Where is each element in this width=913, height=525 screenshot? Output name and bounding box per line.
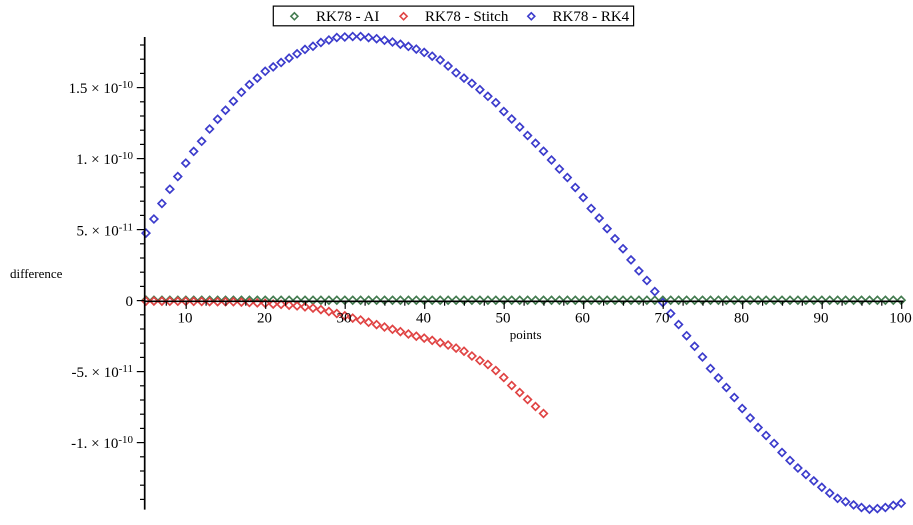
svg-text:RK78 - RK4: RK78 - RK4 <box>553 9 630 25</box>
svg-text:70: 70 <box>655 311 670 327</box>
svg-text:30: 30 <box>337 311 352 327</box>
svg-text:0: 0 <box>126 294 134 310</box>
svg-text:50: 50 <box>496 311 511 327</box>
svg-text:40: 40 <box>416 311 431 327</box>
svg-text:10: 10 <box>178 311 193 327</box>
svg-text:80: 80 <box>734 311 749 327</box>
svg-text:1.5 × 10-10: 1.5 × 10-10 <box>69 79 134 97</box>
svg-text:difference: difference <box>10 266 63 281</box>
svg-text:20: 20 <box>257 311 272 327</box>
svg-text:points: points <box>510 327 542 342</box>
svg-text:100: 100 <box>889 311 912 327</box>
svg-text:RK78 - Stitch: RK78 - Stitch <box>425 9 509 25</box>
svg-text:90: 90 <box>814 311 829 327</box>
svg-text:RK78 - AI: RK78 - AI <box>316 9 379 25</box>
svg-text:60: 60 <box>575 311 590 327</box>
svg-text:-1. × 10-10: -1. × 10-10 <box>71 434 133 452</box>
svg-text:-5. × 10-11: -5. × 10-11 <box>72 363 133 381</box>
